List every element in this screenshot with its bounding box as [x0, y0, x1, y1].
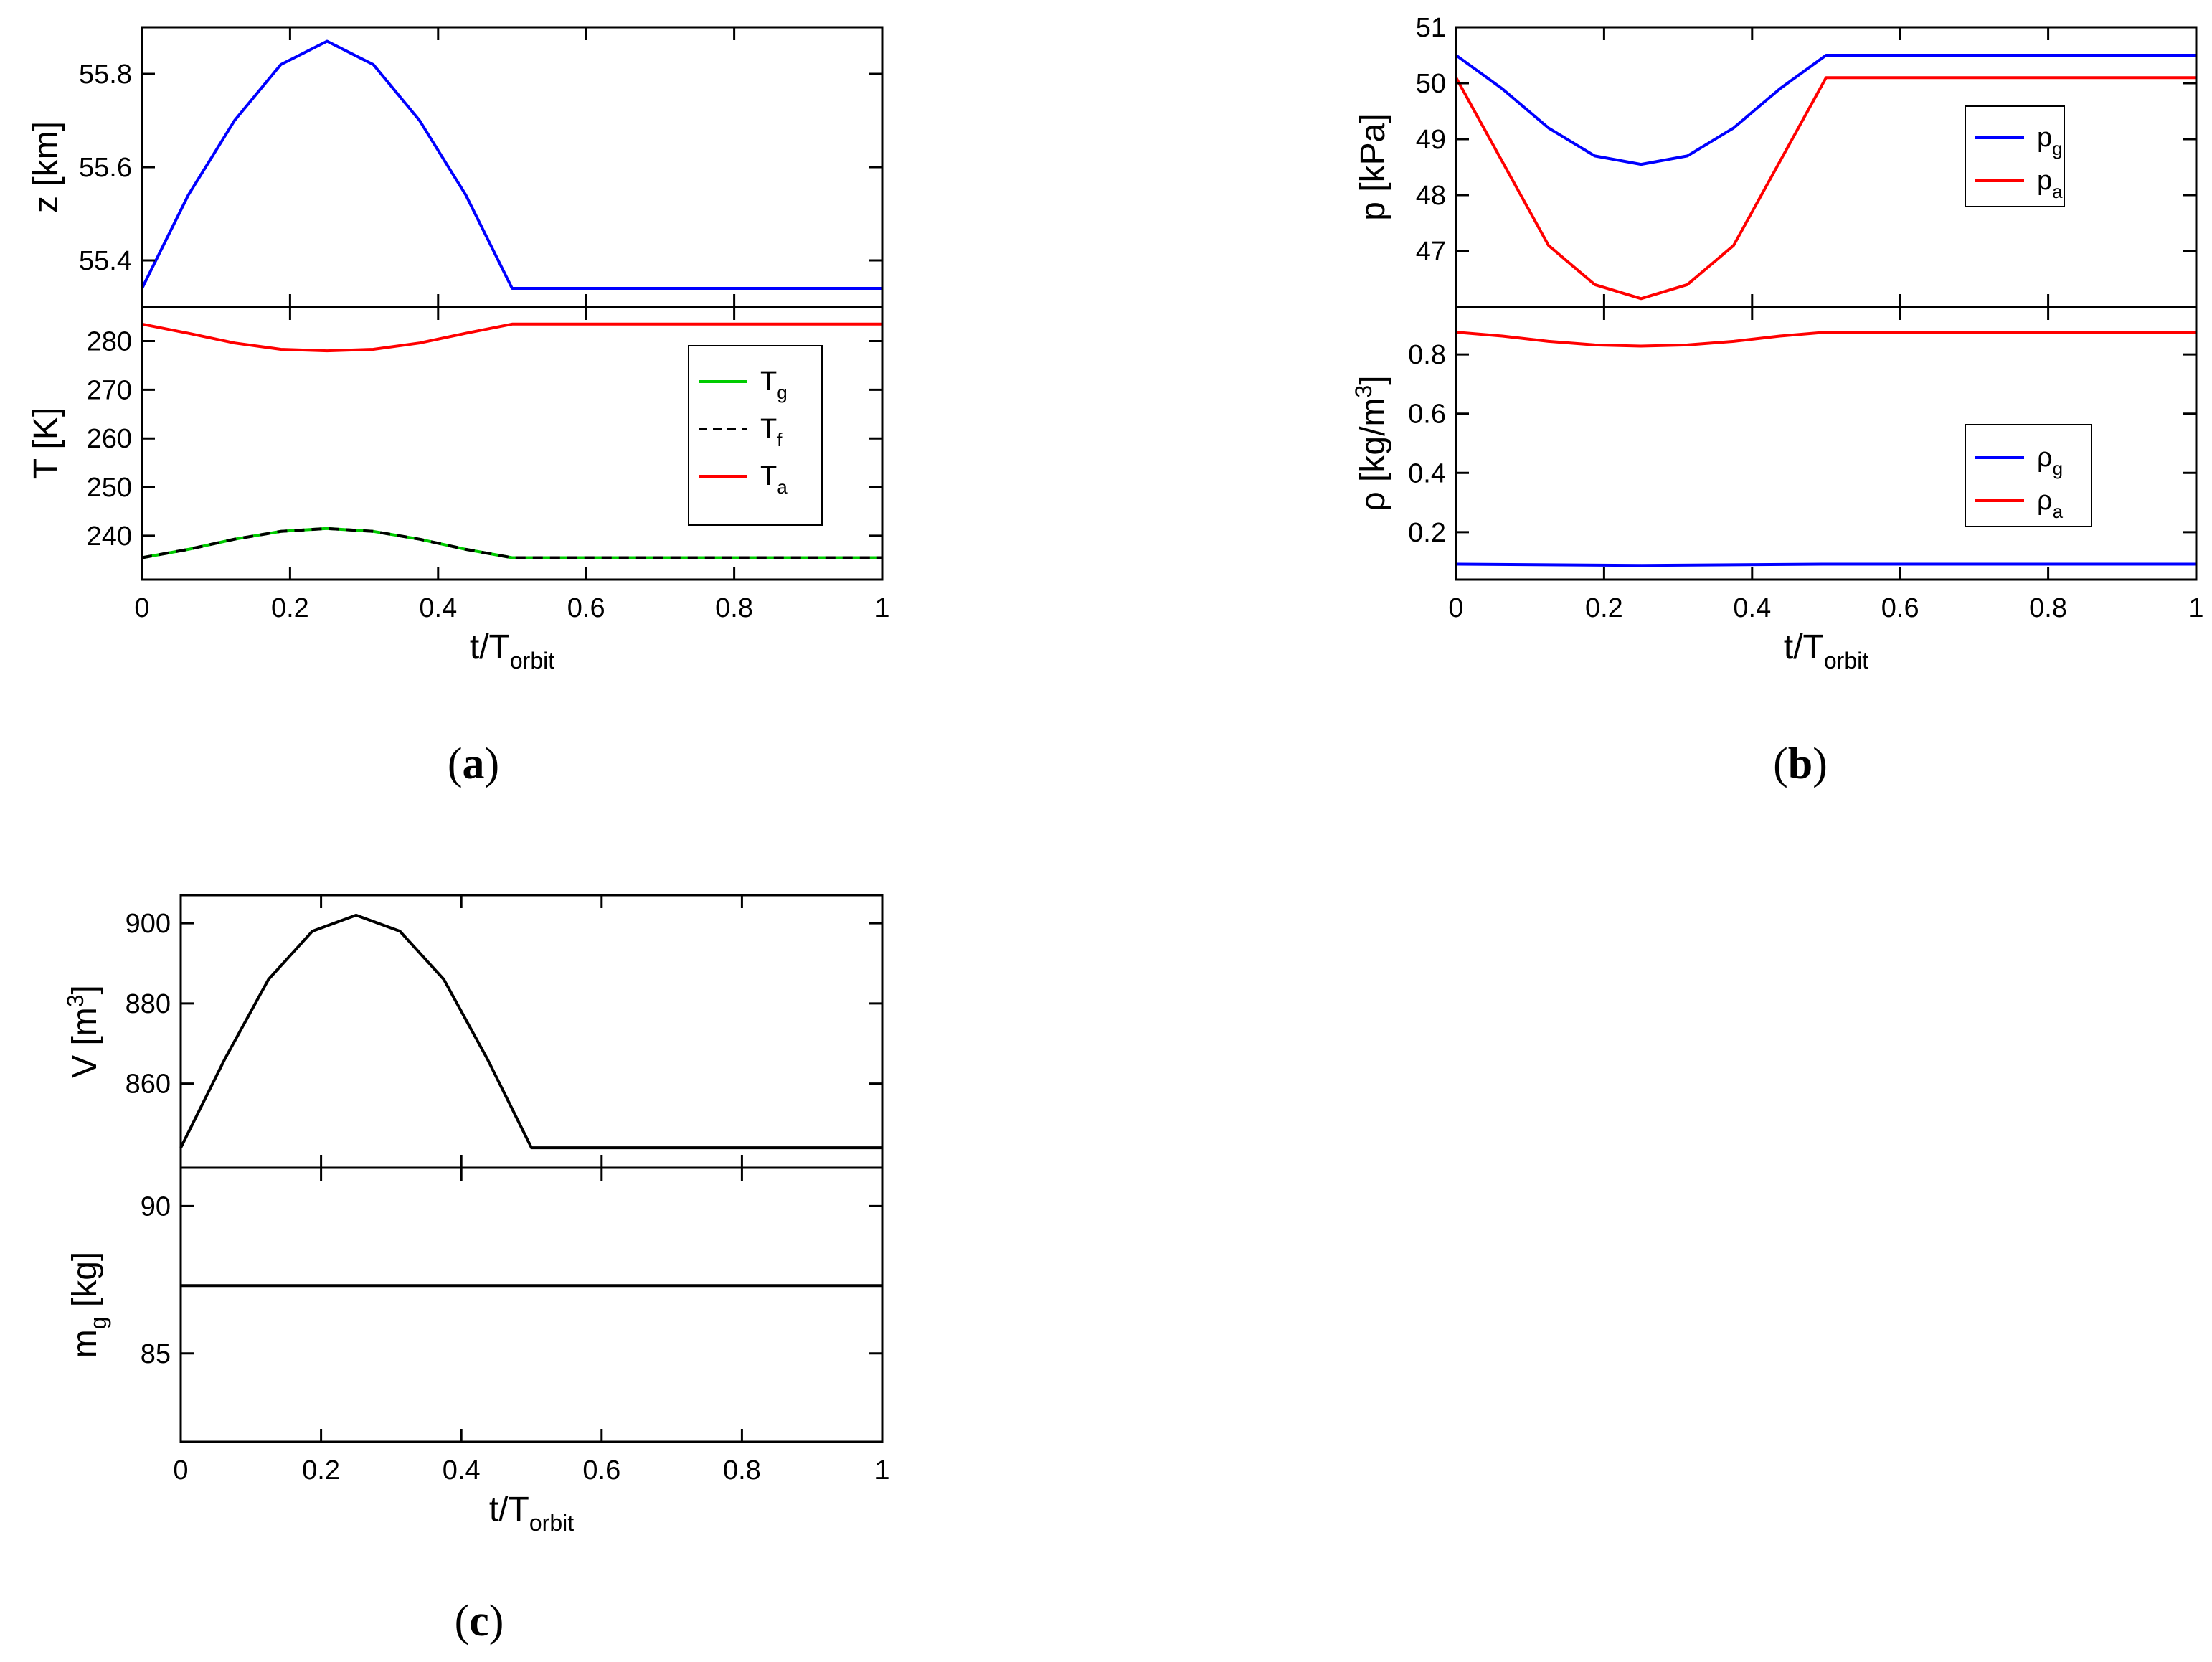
plot-frame [1455, 26, 2198, 308]
x-tick-label: 0.2 [302, 1455, 340, 1486]
y-axis-label: z [km] [27, 121, 65, 213]
x-tick-label: 0.2 [271, 593, 309, 623]
x-tick-label: 0.4 [419, 593, 457, 623]
legend: ρg ρa [1965, 424, 2092, 527]
x-tick-label: 0.8 [2029, 593, 2067, 623]
x-tick-label: 0.8 [723, 1455, 761, 1486]
y-tick-label: 880 [126, 989, 171, 1019]
y-axis-label: V [m3] [62, 985, 104, 1078]
series-line-p_a [1455, 76, 2196, 301]
plot-frame [1455, 306, 2198, 581]
x-tick-label: 0 [1448, 593, 1463, 623]
legend-label: Tg [760, 367, 788, 403]
legend-label: ρa [2037, 486, 2064, 522]
series-line-rho_g [1455, 562, 2196, 567]
x-axis-label: t/Torbit [1784, 628, 1868, 674]
y-tick-label: 55.6 [79, 153, 132, 183]
x-tick-label: 0.4 [443, 1455, 481, 1486]
plot-c-bottom: 85 90 0 0.2 0.4 0.6 0.8 1 t/Torbit mg [kg] [66, 1166, 890, 1536]
x-tick-label: 0 [134, 593, 149, 623]
x-tick-label: 0.6 [582, 1455, 620, 1486]
y-tick-label: 860 [126, 1070, 171, 1100]
legend-label: ρg [2037, 443, 2063, 479]
y-tick-label: 0.6 [1408, 400, 1446, 430]
y-tick-label: 48 [1416, 181, 1446, 211]
plot-b-top: 47 48 49 50 51 p [kPa] pg pa [1354, 13, 2198, 308]
legend-label: Ta [760, 461, 788, 498]
legend-box [1965, 105, 2065, 207]
plot-frame [141, 26, 884, 308]
series-line-T_f [141, 527, 882, 559]
legend-label: pa [2037, 166, 2063, 202]
series-line-T_a [141, 322, 882, 353]
caption-c: (c) [455, 1597, 504, 1646]
y-tick-label: 0.8 [1408, 340, 1446, 370]
x-tick-label: 0.4 [1733, 593, 1771, 623]
legend: Tg Tf Ta [688, 345, 823, 526]
y-axis-label: p [kPa] [1354, 113, 1392, 220]
y-tick-label: 240 [87, 521, 132, 552]
y-tick-label: 47 [1416, 237, 1446, 267]
y-axis-label: T [K] [27, 407, 65, 479]
legend: pg pa [1965, 105, 2065, 207]
plot-frame [179, 894, 884, 1169]
series-line-T_g [141, 527, 882, 559]
plot-a-top: 55.4 55.6 55.8 z [km] [27, 26, 884, 308]
y-tick-label: 51 [1416, 13, 1446, 43]
x-tick-label: 0.2 [1585, 593, 1623, 623]
series-line-z [141, 39, 882, 290]
legend-box [688, 345, 823, 526]
caption-b: (b) [1773, 740, 1828, 788]
plot-frame [179, 1166, 884, 1443]
plot-b-bottom: 0.2 0.4 0.6 0.8 0 0.2 0.4 0.6 0.8 1 t/Torbit ρ [kg/… [1351, 306, 2204, 674]
plot-c-top: 860 880 900 V [m3] [62, 894, 884, 1169]
x-tick-label: 1 [874, 1455, 889, 1486]
x-tick-label: 0.6 [567, 593, 605, 623]
y-tick-label: 280 [87, 327, 132, 357]
y-tick-label: 50 [1416, 69, 1446, 99]
series-line-p_g [1455, 54, 2196, 166]
y-tick-label: 49 [1416, 125, 1446, 155]
legend-label: Tf [760, 414, 783, 450]
y-tick-label: 0.4 [1408, 458, 1446, 488]
series-line-V [179, 913, 882, 1150]
caption-a: (a) [448, 740, 499, 788]
x-axis-label: t/Torbit [489, 1491, 574, 1536]
y-tick-label: 250 [87, 473, 132, 503]
y-tick-label: 260 [87, 424, 132, 454]
panel-a: 55.4 55.6 55.8 z [km] 240 250 260 270 280 0 0.2 0.… [27, 26, 890, 788]
x-tick-label: 0.8 [715, 593, 753, 623]
y-tick-label: 55.4 [79, 246, 132, 276]
y-tick-label: 0.2 [1408, 518, 1446, 548]
x-axis-label: t/Torbit [470, 628, 554, 674]
series-line-rho_a [1455, 331, 2196, 348]
y-axis-label: ρ [kg/m3] [1351, 375, 1392, 511]
y-tick-label: 85 [141, 1339, 171, 1369]
x-tick-label: 0.6 [1881, 593, 1919, 623]
y-tick-label: 270 [87, 375, 132, 405]
legend-box [1965, 424, 2092, 527]
y-tick-label: 90 [141, 1191, 171, 1222]
plot-frame [141, 306, 884, 581]
x-tick-label: 1 [2188, 593, 2203, 623]
plot-a-bottom: 240 250 260 270 280 0 0.2 0.4 0.6 0.8 1 t/Torbit T [… [27, 306, 890, 674]
y-tick-label: 900 [126, 909, 171, 939]
y-tick-label: 55.8 [79, 60, 132, 90]
x-tick-label: 1 [874, 593, 889, 623]
y-axis-label: mg [kg] [66, 1252, 111, 1358]
x-tick-label: 0 [173, 1455, 188, 1486]
legend-label: pg [2037, 123, 2063, 159]
